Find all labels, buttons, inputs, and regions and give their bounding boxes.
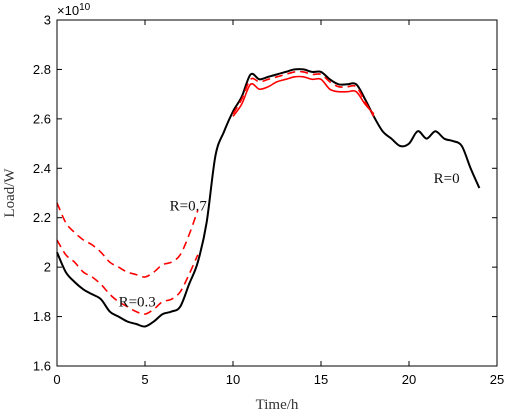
y-axis-label: Load/W	[2, 168, 18, 218]
x-tick-label: 10	[226, 372, 240, 387]
annotation-layer: R=0.7 R=0.3 R=0	[119, 171, 460, 311]
x-tick-label: 25	[490, 372, 504, 387]
y-tick-label: 2.6	[33, 111, 51, 126]
y-multiplier-exponent: 10	[79, 2, 91, 13]
series-line-red-dashed-day	[232, 70, 375, 117]
y-tick-label: 1.6	[33, 359, 51, 374]
series-line-r0-3	[56, 239, 199, 315]
series-line-r0-7	[56, 202, 199, 278]
y-tick-label: 2.2	[33, 210, 51, 225]
y-multiplier: ×1010	[57, 2, 91, 18]
series-annotation: R=0	[434, 171, 460, 187]
series-layer	[56, 68, 481, 328]
x-axis-label: Time/h	[256, 397, 299, 413]
y-tick-label: 2	[44, 260, 51, 275]
series-line-r0	[56, 68, 481, 328]
x-tick-label: 15	[314, 372, 328, 387]
y-tick-label: 1.8	[33, 309, 51, 324]
x-tick-label: 0	[53, 372, 60, 387]
x-tick-label: 20	[402, 372, 416, 387]
y-tick-label: 2.8	[33, 62, 51, 77]
tick-layer: 0 5 10 15 20 25 1.6 1.8 2 2.2 2.4 2.6 2.8 3	[33, 13, 504, 388]
y-tick-label: 3	[44, 13, 51, 28]
series-annotation: R=0.3	[119, 295, 156, 311]
x-tick-label: 5	[141, 372, 148, 387]
y-tick-label: 2.4	[33, 161, 51, 176]
series-annotation: R=0.7	[170, 198, 208, 214]
series-line-red-solid-day	[232, 75, 375, 117]
y-multiplier-base: ×10	[57, 3, 79, 18]
plot-frame	[56, 19, 498, 367]
